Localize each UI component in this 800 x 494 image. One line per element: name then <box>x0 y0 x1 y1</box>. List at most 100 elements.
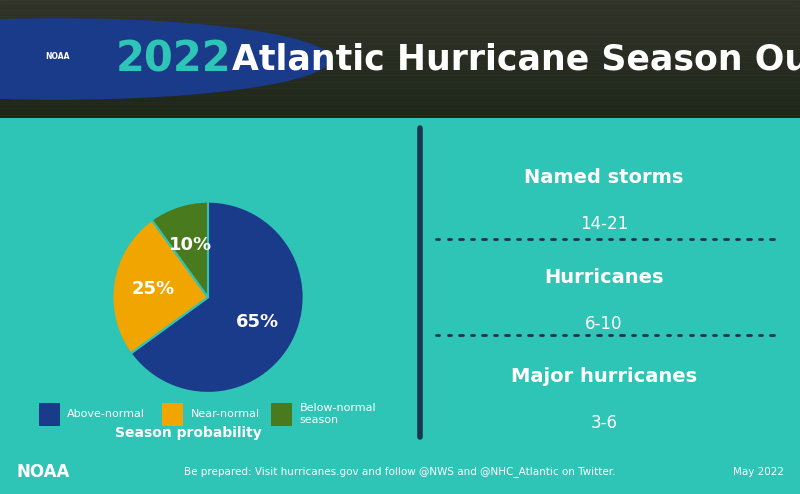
Bar <box>0 42 800 43</box>
Text: Season probability: Season probability <box>114 426 262 440</box>
Bar <box>0 71 800 72</box>
Bar <box>0 61 800 63</box>
Bar <box>0 79 800 80</box>
Bar <box>0 9 800 10</box>
Bar <box>0 110 800 111</box>
Bar <box>0 115 800 116</box>
Bar <box>0 80 800 82</box>
Circle shape <box>0 19 330 99</box>
Bar <box>0 8 800 9</box>
Bar <box>0 20 800 21</box>
Text: 6-10: 6-10 <box>586 315 622 333</box>
Text: Major hurricanes: Major hurricanes <box>511 368 697 386</box>
Bar <box>0 46 800 47</box>
Bar <box>0 59 800 60</box>
Bar <box>0 27 800 28</box>
Bar <box>0 28 800 30</box>
Bar <box>0 55 800 57</box>
Bar <box>0 103 800 104</box>
Bar <box>0 105 800 106</box>
Bar <box>0 10 800 12</box>
Bar <box>0 82 800 84</box>
Bar <box>0 106 800 107</box>
Bar <box>0 77 800 78</box>
Wedge shape <box>130 202 304 393</box>
Bar <box>0 99 800 100</box>
Bar <box>0 31 800 32</box>
Bar <box>0 93 800 94</box>
Bar <box>0 67 800 69</box>
Bar <box>0 19 800 20</box>
Bar <box>0 22 800 24</box>
Text: Hurricanes: Hurricanes <box>544 268 664 287</box>
Bar <box>0 6 800 7</box>
Bar <box>0 38 800 39</box>
Bar <box>0 113 800 115</box>
Text: Below-normal
season: Below-normal season <box>299 404 376 425</box>
Text: Near-normal: Near-normal <box>190 409 259 419</box>
Text: 65%: 65% <box>236 314 279 331</box>
Wedge shape <box>112 220 208 354</box>
Bar <box>0 84 800 85</box>
Bar <box>0 91 800 92</box>
Text: 3-6: 3-6 <box>590 414 618 432</box>
Bar <box>0 34 800 36</box>
Bar <box>0 95 800 97</box>
Bar <box>0 88 800 90</box>
Bar <box>0 3 800 5</box>
Bar <box>0 21 800 22</box>
Bar <box>0 101 800 103</box>
Bar <box>0 92 800 93</box>
Text: Atlantic Hurricane Season Outlook: Atlantic Hurricane Season Outlook <box>232 42 800 76</box>
Text: May 2022: May 2022 <box>733 467 784 477</box>
Text: Named storms: Named storms <box>524 168 684 187</box>
Bar <box>271 403 293 426</box>
Bar <box>0 63 800 64</box>
Text: 2022: 2022 <box>116 38 232 80</box>
Bar <box>0 2 800 3</box>
Bar <box>0 51 800 52</box>
Bar <box>0 57 800 58</box>
Bar <box>0 69 800 70</box>
Bar <box>0 39 800 40</box>
Bar <box>0 72 800 73</box>
Bar <box>0 66 800 67</box>
Bar <box>0 65 800 66</box>
Bar <box>0 36 800 37</box>
Bar <box>0 13 800 14</box>
Bar <box>0 7 800 8</box>
Bar <box>0 15 800 16</box>
Bar <box>0 43 800 45</box>
Bar <box>0 87 800 88</box>
Bar <box>39 403 60 426</box>
Bar <box>0 24 800 25</box>
Bar <box>0 60 800 61</box>
Bar <box>0 16 800 18</box>
Bar <box>162 403 183 426</box>
Text: NOAA: NOAA <box>16 463 70 481</box>
Bar <box>0 37 800 38</box>
Bar <box>0 74 800 76</box>
Bar <box>0 85 800 86</box>
Bar <box>0 78 800 79</box>
Bar <box>0 41 800 42</box>
Bar <box>0 14 800 15</box>
Bar <box>0 33 800 34</box>
Bar <box>0 90 800 91</box>
Bar <box>0 73 800 74</box>
Text: Above-normal: Above-normal <box>67 409 146 419</box>
Text: 10%: 10% <box>170 236 213 253</box>
Bar <box>0 47 800 48</box>
Bar <box>0 45 800 46</box>
Bar <box>0 1 800 2</box>
Bar <box>0 18 800 19</box>
Bar <box>0 5 800 6</box>
Bar <box>0 76 800 77</box>
Bar <box>0 32 800 33</box>
Bar <box>0 52 800 53</box>
Bar <box>0 54 800 55</box>
Bar <box>0 58 800 59</box>
Bar <box>0 40 800 41</box>
Bar <box>0 70 800 71</box>
Text: 25%: 25% <box>132 280 174 297</box>
